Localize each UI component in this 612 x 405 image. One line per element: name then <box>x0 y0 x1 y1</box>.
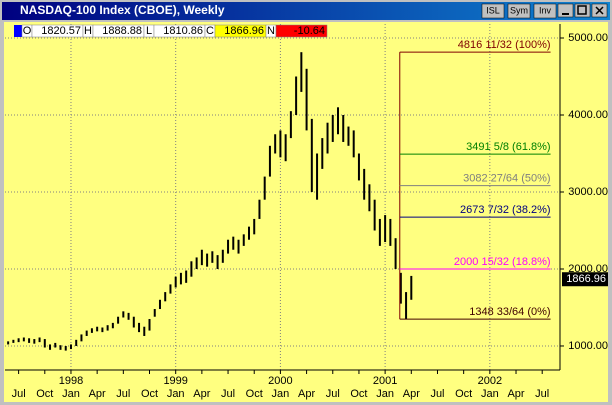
quote-value: -10.64 <box>294 25 325 37</box>
quote-value: 1810.86 <box>163 25 203 37</box>
x-tick-label: Apr <box>507 388 524 400</box>
fib-label: 3491 5/8 (61.8%) <box>466 141 550 153</box>
toolbar-button-label: ISL <box>486 5 500 15</box>
fib-label: 2000 15/32 (18.8%) <box>454 256 551 268</box>
x-tick-label: Jul <box>221 388 235 400</box>
x-tick-label: Apr <box>89 388 106 400</box>
y-tick-label: 3000.00 <box>568 186 608 198</box>
x-tick-label: Jan <box>62 388 80 400</box>
year-label: 1998 <box>59 375 83 387</box>
x-tick-label: Oct <box>141 388 158 400</box>
year-label: 2000 <box>268 375 292 387</box>
x-tick-label: Jul <box>326 388 340 400</box>
x-tick-label: Jan <box>376 388 394 400</box>
max-icon <box>577 5 587 15</box>
y-tick-label: 1000.00 <box>568 340 608 352</box>
y-tick-label: 5000.00 <box>568 32 608 44</box>
x-tick-label: Jul <box>430 388 444 400</box>
x-tick-label: Jan <box>272 388 290 400</box>
x-tick-label: Apr <box>298 388 315 400</box>
x-tick-label: Oct <box>350 388 367 400</box>
x-tick-label: Jul <box>12 388 26 400</box>
close-icon <box>595 6 604 15</box>
quote-label: C <box>206 25 214 37</box>
quote-value: 1820.57 <box>41 25 81 37</box>
toolbar-button-label: Sym <box>510 5 528 15</box>
fib-label: 1348 33/64 (0%) <box>469 306 550 318</box>
toolbar-button[interactable] <box>533 3 557 19</box>
quote-label: H <box>84 25 92 37</box>
quote-value: 1866.96 <box>224 25 264 37</box>
year-label: 2001 <box>373 375 397 387</box>
x-tick-label: Jul <box>535 388 549 400</box>
quote-value-box <box>275 24 328 38</box>
quote-marker <box>14 25 22 37</box>
x-tick-label: Oct <box>455 388 472 400</box>
year-label: 2002 <box>478 375 502 387</box>
toolbar-button-label: Inv <box>539 5 552 15</box>
last-price-label: 1866.96 <box>566 273 606 285</box>
x-tick-label: Oct <box>246 388 263 400</box>
year-label: 1999 <box>163 375 187 387</box>
min-button[interactable] <box>557 3 574 18</box>
fib-label: 3082 27/64 (50%) <box>463 173 550 185</box>
quote-label: L <box>146 25 152 37</box>
x-tick-label: Jul <box>116 388 130 400</box>
title-bar <box>2 2 610 20</box>
x-tick-label: Apr <box>193 388 210 400</box>
quote-label: O <box>23 25 32 37</box>
toolbar-button[interactable] <box>507 3 531 19</box>
x-tick-label: Oct <box>36 388 53 400</box>
x-tick-label: Apr <box>403 388 420 400</box>
x-tick-label: Jan <box>167 388 185 400</box>
quote-value: 1888.88 <box>102 25 142 37</box>
x-tick-label: Jan <box>481 388 499 400</box>
fib-label: 2673 7/32 (38.2%) <box>460 204 551 216</box>
toolbar-button[interactable] <box>481 3 505 19</box>
y-tick-label: 2000.00 <box>568 263 608 275</box>
window-title: NASDAQ-100 Index (CBOE), Weekly <box>20 3 225 17</box>
last-price-box <box>562 272 608 287</box>
fib-label: 4816 11/32 (100%) <box>458 39 551 51</box>
quote-label: N <box>267 25 275 37</box>
y-tick-label: 4000.00 <box>568 109 608 121</box>
